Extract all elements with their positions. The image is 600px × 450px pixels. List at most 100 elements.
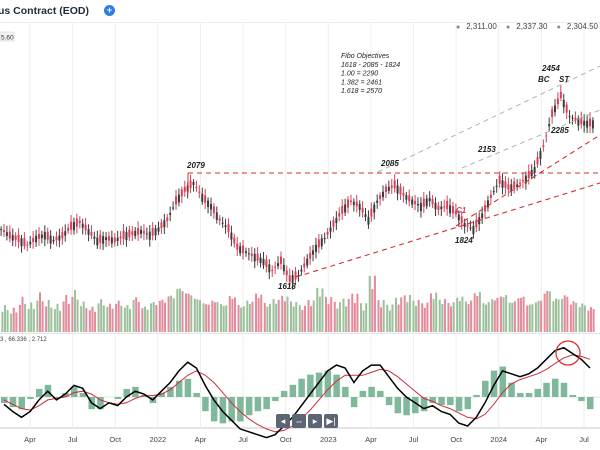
volume-bar (106, 306, 109, 332)
candle-body (160, 222, 163, 229)
y-value-box (0, 31, 15, 42)
volume-bar (382, 300, 385, 332)
candle-body (61, 232, 64, 239)
scroll-left-icon[interactable]: ◂ (276, 414, 290, 428)
histogram-bar (237, 397, 244, 422)
histogram-bar (202, 397, 209, 412)
volume-bar (146, 309, 149, 332)
volume-bar (368, 275, 371, 332)
volume-bar (67, 303, 70, 332)
candle-body (449, 205, 452, 214)
volume-bar (351, 293, 354, 332)
volume-bar (508, 302, 511, 332)
candle-body (396, 185, 399, 194)
info-circle-icon[interactable]: + (104, 5, 115, 16)
price-annotation: 1824 (455, 236, 473, 245)
scroll-right-icon[interactable]: ▸ (308, 414, 322, 428)
x-tick-label: Jul (238, 435, 248, 444)
candle-body (341, 205, 344, 214)
volume-bar (353, 302, 356, 332)
histogram-bar (508, 382, 515, 397)
zoom-icon[interactable]: ⇔ (292, 414, 306, 428)
candle-body (3, 230, 5, 233)
candle-body (72, 222, 75, 231)
histogram-bar (403, 397, 410, 416)
candle-body (393, 180, 396, 189)
candle-body (256, 253, 259, 261)
volume-bar (380, 307, 383, 332)
candle-body (399, 186, 402, 195)
histogram-bar (578, 397, 585, 402)
volume-bar (45, 306, 48, 332)
price-annotation: ST (559, 75, 570, 84)
candle-body (347, 199, 350, 208)
volume-bar (213, 302, 216, 332)
histogram-bar (569, 394, 577, 397)
candle-body (376, 200, 379, 203)
candle-body (20, 238, 23, 247)
histogram-bar (123, 388, 130, 397)
volume-bar (592, 309, 595, 332)
scroll-end-icon[interactable]: ▶| (324, 414, 338, 428)
volume-bar (231, 298, 234, 332)
candle-body (583, 120, 586, 126)
histogram-bar (280, 390, 288, 397)
volume-bar (94, 311, 97, 332)
volume-bar (132, 299, 135, 332)
histogram-bar (517, 392, 524, 397)
volume-bar (234, 297, 237, 332)
volume-bar (30, 302, 33, 332)
volume-bar (450, 306, 453, 332)
histogram-bar (114, 397, 122, 400)
histogram-bar (245, 397, 253, 416)
histogram-bar (272, 397, 279, 402)
volume-bar (12, 307, 15, 332)
candle-body (244, 251, 247, 253)
volume-bar (129, 309, 132, 332)
volume-bar (158, 300, 161, 332)
volume-bar (531, 304, 534, 332)
candle-body (551, 109, 554, 118)
histogram-bar (167, 386, 174, 397)
candle-body (326, 232, 329, 235)
x-tick-label: Jul (68, 435, 78, 444)
candle-body (379, 195, 382, 200)
volume-bar (526, 305, 529, 332)
candle-body (519, 182, 522, 184)
volume-bar (71, 296, 74, 332)
candle-body (364, 214, 367, 218)
volume-bar (161, 299, 164, 332)
candle-body (52, 239, 55, 242)
candle-body (189, 180, 192, 189)
y-value-label: 5.60 (1, 35, 14, 42)
support-trendline-high (455, 134, 600, 227)
histogram-bar (254, 397, 262, 412)
histogram-bar (9, 397, 17, 408)
histogram-bar (377, 390, 384, 397)
volume-bar (108, 303, 111, 332)
volume-bar (581, 303, 584, 332)
volume-bar (255, 293, 258, 332)
candle-body (163, 220, 166, 228)
volume-bar (185, 293, 188, 332)
candle-body (268, 264, 271, 273)
volume-bar (47, 300, 50, 332)
volume-bar (24, 304, 27, 332)
histogram-bar (412, 397, 419, 414)
candle-body (498, 175, 501, 184)
price-annotation: 2079 (186, 161, 205, 170)
volume-bar (371, 289, 374, 332)
candle-body (125, 232, 128, 241)
volume-bar (432, 298, 435, 332)
candle-body (291, 275, 294, 283)
fibo-annotation: Fibo Objectives (341, 53, 390, 60)
histogram-bar (27, 397, 34, 400)
candle-body (373, 204, 376, 213)
candle-body (183, 186, 186, 192)
volume-bar (359, 303, 362, 332)
volume-bar (365, 303, 368, 332)
candle-body (169, 213, 172, 215)
x-tick-label: Apr (536, 435, 548, 444)
candle-body (297, 274, 300, 276)
